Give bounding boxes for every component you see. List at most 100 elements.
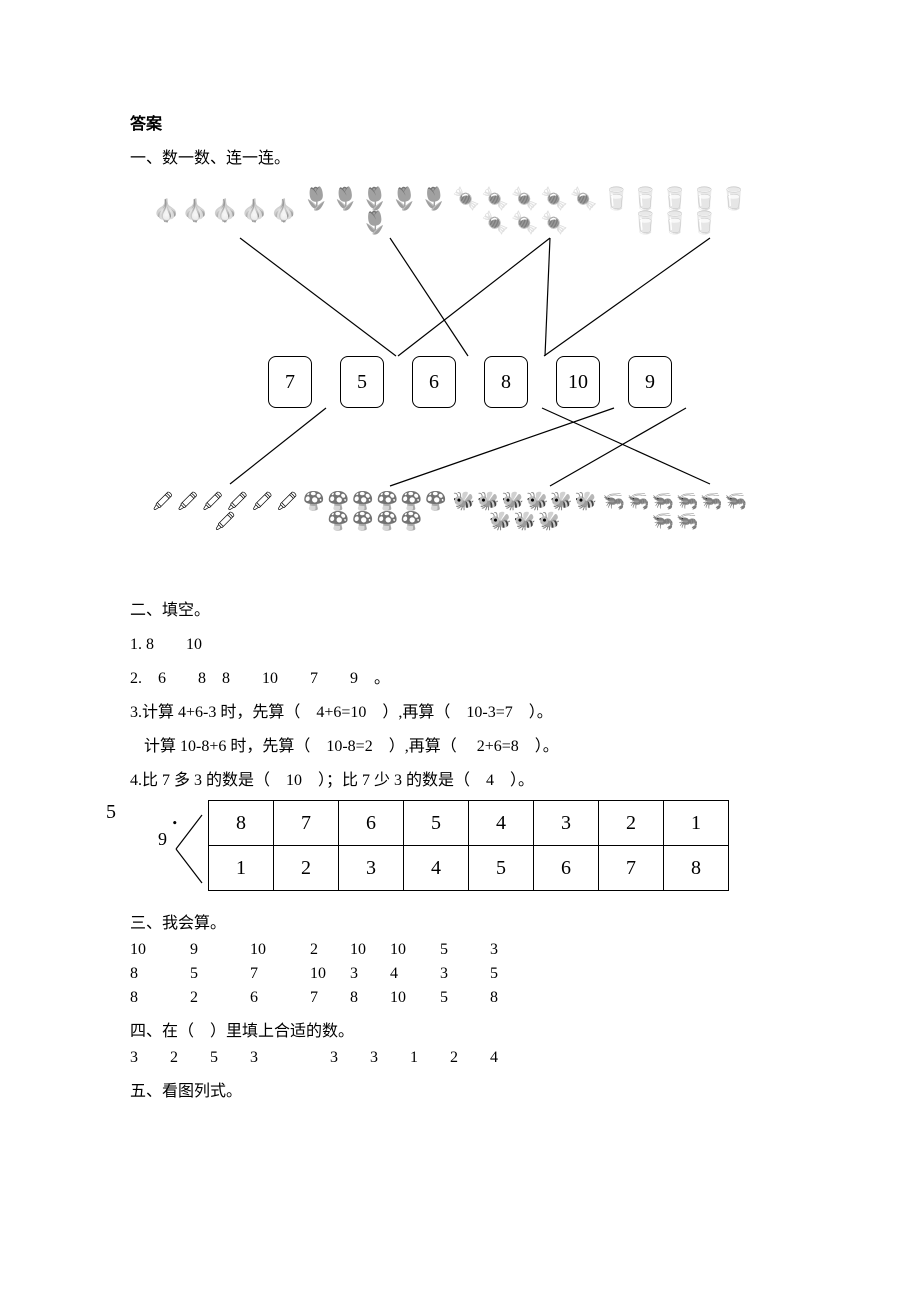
flowers-icon: 🌷 — [420, 188, 447, 210]
shrimp-group: 🦐🦐🦐🦐🦐🦐🦐🦐 — [600, 476, 750, 546]
bees-icon: 🐝 — [514, 512, 536, 530]
crayons-group: 🖍🖍🖍🖍🖍🖍🖍 — [150, 476, 300, 546]
answer-row: 109102101053 — [130, 941, 790, 959]
number-box: 8 — [484, 356, 528, 408]
cups-group: 🥛🥛🥛🥛🥛🥛🥛🥛 — [600, 176, 750, 246]
answer-value: 2 — [310, 941, 350, 959]
shrimp-icon: 🦐 — [627, 492, 649, 510]
mushrooms-icon: 🍄 — [352, 512, 374, 530]
bees-icon: 🐝 — [538, 512, 560, 530]
q5-cell: 3 — [534, 801, 599, 846]
answer-value: 5 — [440, 989, 490, 1007]
answer-value: 3 — [330, 1049, 370, 1067]
answers-title: 答案 — [130, 110, 790, 134]
answer-value: 4 — [490, 1049, 530, 1067]
garlic-icon: 🧄 — [152, 200, 179, 222]
q5-cell: 1 — [664, 801, 729, 846]
mushrooms-icon: 🍄 — [376, 492, 398, 510]
answer-value: 5 — [210, 1049, 250, 1067]
cups-icon: 🥛 — [661, 212, 688, 234]
answer-value: 10 — [390, 941, 440, 959]
q5-cell: 7 — [599, 846, 664, 891]
crayons-icon: 🖍 — [176, 492, 199, 510]
answer-value: 5 — [440, 941, 490, 959]
top-item-row: 🧄🧄🧄🧄🧄🌷🌷🌷🌷🌷🌷🍬🍬🍬🍬🍬🍬🍬🍬🥛🥛🥛🥛🥛🥛🥛🥛 — [150, 176, 790, 246]
answer-value: 8 — [490, 989, 530, 1007]
q5-cell: 5 — [469, 846, 534, 891]
q5-number-label: 5 — [106, 801, 116, 824]
mushrooms-icon: 🍄 — [400, 492, 422, 510]
garlic-group: 🧄🧄🧄🧄🧄 — [150, 176, 300, 246]
shrimp-icon: 🦐 — [725, 492, 747, 510]
bees-icon: 🐝 — [477, 492, 499, 510]
shrimp-icon: 🦐 — [652, 492, 674, 510]
answer-value: 3 — [130, 1049, 170, 1067]
mushrooms-icon: 🍄 — [327, 512, 349, 530]
bees-icon: 🐝 — [502, 492, 524, 510]
garlic-icon: 🧄 — [270, 200, 297, 222]
section-2-heading: 二、填空。 — [130, 596, 790, 620]
flowers-icon: 🌷 — [361, 188, 388, 210]
crayons-icon: 🖍 — [251, 492, 274, 510]
cups-icon: 🥛 — [691, 188, 718, 210]
answer-value: 10 — [250, 941, 310, 959]
mushrooms-icon: 🍄 — [327, 492, 349, 510]
answer-value: 6 — [250, 989, 310, 1007]
cups-icon: 🥛 — [720, 188, 747, 210]
answer-value: 10 — [350, 941, 390, 959]
mushrooms-icon: 🍄 — [352, 492, 374, 510]
q5-cell: 2 — [274, 846, 339, 891]
crayons-icon: 🖍 — [214, 512, 237, 530]
section-4-heading: 四、在（ ）里填上合适的数。 — [130, 1017, 790, 1041]
answer-value: 8 — [130, 989, 190, 1007]
candy-icon: 🍬 — [511, 212, 538, 234]
answer-value: 5 — [490, 965, 530, 983]
candy-icon: 🍬 — [452, 188, 479, 210]
answer-value: 8 — [350, 989, 390, 1007]
cups-icon: 🥛 — [661, 188, 688, 210]
candy-group: 🍬🍬🍬🍬🍬🍬🍬🍬 — [450, 176, 600, 246]
answer-value: 3 — [350, 965, 390, 983]
cups-icon: 🥛 — [632, 212, 659, 234]
q5-cell: 8 — [209, 801, 274, 846]
section-3-answers: 109102101053857103435826781058 — [130, 941, 790, 1007]
q5-cell: 8 — [664, 846, 729, 891]
cups-icon: 🥛 — [602, 188, 629, 210]
shrimp-icon: 🦐 — [676, 492, 698, 510]
flowers-icon: 🌷 — [302, 188, 329, 210]
bees-icon: 🐝 — [550, 492, 572, 510]
crayons-icon: 🖍 — [226, 492, 249, 510]
flowers-icon: 🌷 — [391, 188, 418, 210]
number-box-row: 7568109 — [150, 356, 790, 408]
answer-value: 1 — [410, 1049, 450, 1067]
q2-3a: 3.计算 4+6-3 时，先算（ 4+6=10 ）,再算（ 10-3=7 ）。 — [130, 698, 790, 722]
mushrooms-icon: 🍄 — [376, 512, 398, 530]
answer-value: 2 — [190, 989, 250, 1007]
q5-left-bracket: 5 ． 9 — [130, 801, 200, 891]
answer-value: 8 — [130, 965, 190, 983]
shrimp-icon: 🦐 — [603, 492, 625, 510]
number-box: 9 — [628, 356, 672, 408]
candy-icon: 🍬 — [541, 188, 568, 210]
bees-icon: 🐝 — [575, 492, 597, 510]
number-box: 6 — [412, 356, 456, 408]
answer-value: 9 — [190, 941, 250, 959]
answer-value: 7 — [310, 989, 350, 1007]
answer-row: 857103435 — [130, 965, 790, 983]
q5-cell: 5 — [404, 801, 469, 846]
q2-4: 4.比 7 多 3 的数是（ 10 ）；比 7 少 3 的数是（ 4 ）。 — [130, 766, 790, 790]
bees-icon: 🐝 — [453, 492, 475, 510]
flowers-icon: 🌷 — [332, 188, 359, 210]
number-box: 5 — [340, 356, 384, 408]
flowers-icon: 🌷 — [361, 212, 388, 234]
answer-value: 2 — [450, 1049, 490, 1067]
q5-cell: 3 — [339, 846, 404, 891]
answer-value: 10 — [390, 989, 440, 1007]
answer-value: 3 — [250, 1049, 290, 1067]
bees-icon: 🐝 — [489, 512, 511, 530]
q5-cell: 7 — [274, 801, 339, 846]
answer-value: 7 — [250, 965, 310, 983]
q5-cell: 4 — [404, 846, 469, 891]
garlic-icon: 🧄 — [211, 200, 238, 222]
q5-cell: 2 — [599, 801, 664, 846]
